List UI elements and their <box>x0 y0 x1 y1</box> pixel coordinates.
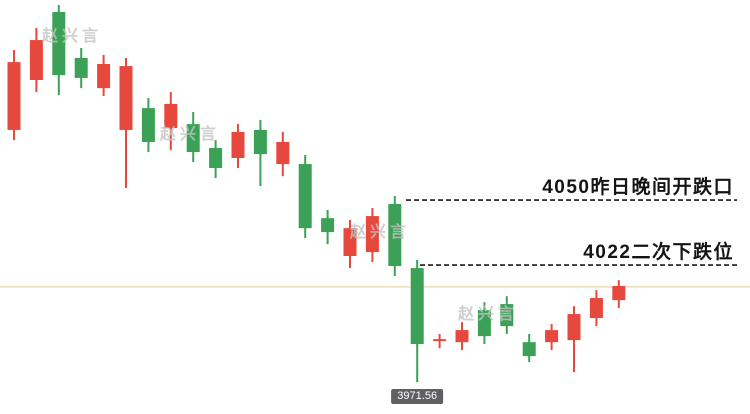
candle-body <box>545 330 559 343</box>
candle-body <box>119 66 133 130</box>
annotation-text: 4050昨日晚间开跌口 <box>542 177 734 199</box>
candle-body <box>97 63 111 89</box>
candle-body <box>477 310 491 337</box>
candle-body <box>612 285 626 301</box>
annotation-label-4022: 4022二次下跌位 <box>583 237 734 264</box>
candle-body <box>522 342 536 357</box>
candle-body <box>388 204 402 267</box>
candle-body <box>209 148 223 169</box>
low-price-label: 3971.56 <box>391 389 444 405</box>
candle-body <box>455 330 469 343</box>
candle-body <box>7 62 21 130</box>
candle-body <box>231 132 245 159</box>
candle-body <box>433 339 447 342</box>
annotation-label-4050: 4050昨日晚间开跌口 <box>542 172 734 199</box>
candle-body <box>321 218 335 233</box>
candle-body <box>52 11 66 76</box>
candle-body <box>589 298 603 319</box>
candle-body <box>164 103 178 129</box>
candle-body <box>500 304 514 327</box>
candle-body <box>276 142 290 165</box>
candle-body <box>567 314 581 341</box>
candle-body <box>74 57 88 78</box>
candle-body <box>141 108 155 143</box>
candle-body <box>298 164 312 229</box>
candle-body <box>343 228 357 257</box>
candle-body <box>29 40 43 81</box>
candle-body <box>186 124 200 152</box>
candle-body <box>410 268 424 345</box>
candle-body <box>365 216 379 253</box>
candle-body <box>253 129 267 155</box>
annotation-text: 4022二次下跌位 <box>583 242 734 264</box>
